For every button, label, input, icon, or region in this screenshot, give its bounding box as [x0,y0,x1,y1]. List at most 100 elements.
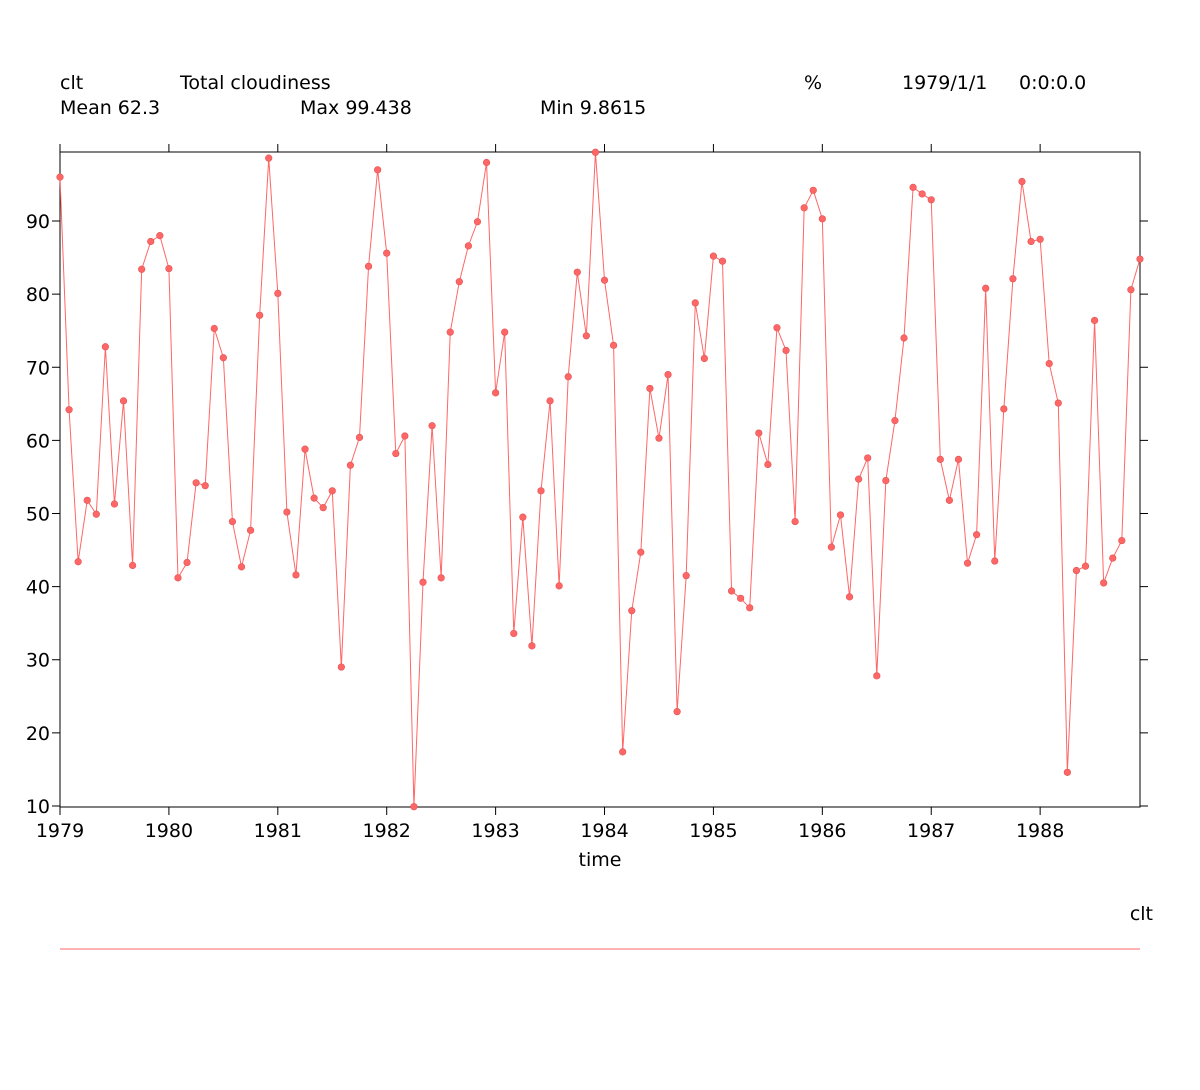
data-point [537,487,545,495]
data-point [428,422,436,430]
x-tick-label: 1983 [471,820,519,842]
legend-label: clt [1130,903,1153,925]
data-point [419,578,427,586]
data-point [709,252,718,260]
data-point [301,445,309,453]
min-stat: Min 9.8615 [540,97,647,119]
data-point [92,510,100,518]
data-point [528,642,536,650]
data-point [800,204,808,212]
data-point [156,232,164,240]
data-point [564,373,572,381]
data-point [274,289,282,298]
data-point [718,257,727,265]
data-point [646,384,654,393]
data-point [836,511,845,519]
data-point [501,328,509,336]
data-point [982,284,990,292]
data-point [219,354,227,362]
x-tick-label: 1979 [36,820,84,842]
data-point [464,242,472,250]
data-point [101,343,109,351]
x-axis-label: time [579,849,622,871]
y-tick-label: 10 [26,796,50,818]
data-point [873,672,881,680]
data-point [401,432,409,440]
data-point [963,559,972,567]
data-point [682,572,690,580]
data-point [1045,360,1053,368]
data-point [619,748,627,756]
variable-name: clt [60,72,84,94]
data-point [1018,177,1026,186]
data-point [809,186,817,194]
data-point [1081,562,1090,570]
series-line [59,152,1141,807]
data-point [773,324,781,332]
data-point [555,582,563,590]
data-point [192,479,200,487]
data-point [119,397,128,405]
x-tick-label: 1987 [907,820,955,842]
data-point [510,629,518,638]
y-tick-label: 70 [26,357,50,379]
x-tick-label: 1986 [798,820,846,842]
data-point [237,563,246,571]
data-point [492,389,500,397]
data-point [228,517,237,526]
data-point [764,460,772,469]
data-point [265,154,273,162]
data-point [246,526,255,534]
plot-frame [59,151,1141,808]
data-point [129,561,137,570]
data-point [973,531,981,539]
data-point [410,803,418,811]
data-point [110,500,119,508]
data-point [1036,235,1044,243]
data-point [936,455,944,463]
data-point [1127,286,1135,294]
data-point [991,557,999,565]
data-point [256,311,264,319]
x-tick-label: 1982 [363,820,411,842]
data-point [755,429,763,437]
data-point [482,158,491,167]
data-point [1063,768,1071,776]
data-point [628,607,636,615]
data-point [727,587,736,595]
data-point [174,574,182,582]
max-stat: Max 99.438 [300,97,412,119]
data-point [691,299,699,307]
data-point [1027,237,1035,246]
data-point [637,548,645,556]
data-point [473,218,482,226]
y-tick-label: 30 [26,650,50,672]
data-point [791,517,799,526]
data-point [827,543,836,551]
data-point [737,594,745,602]
data-point [1109,554,1117,562]
data-point [165,264,173,273]
y-tick-label: 80 [26,284,50,306]
data-point [201,482,209,490]
data-point [310,494,318,502]
y-tick-label: 40 [26,577,50,599]
data-point [591,148,600,156]
data-point [374,166,382,174]
data-point [864,454,872,462]
data-point [582,332,590,340]
data-point [74,558,82,566]
data-point [183,558,191,567]
data-point [455,278,463,286]
mean-stat: Mean 62.3 [60,97,161,119]
y-tick-label: 60 [26,430,50,452]
data-point [337,663,345,671]
data-point [446,328,454,336]
data-point [600,276,609,284]
data-point [328,487,336,495]
axes: 1979 1980 1981 1982 1983 1984 1985 1986 1987 1988… [26,144,1148,842]
data-point [664,370,672,379]
data-point [1136,255,1144,263]
data-point [855,475,863,483]
